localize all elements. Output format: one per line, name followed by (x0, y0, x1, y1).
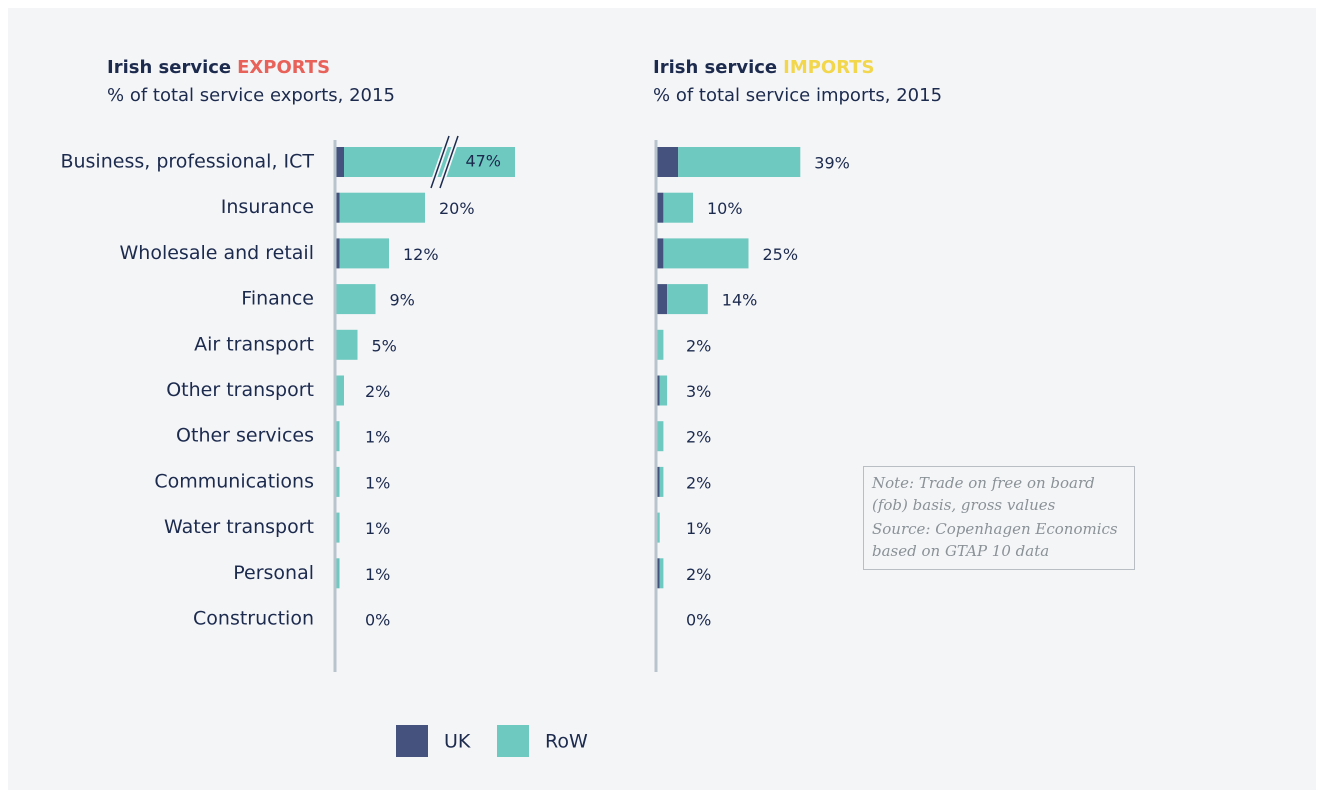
value-label: 2% (686, 473, 711, 492)
bar-segment (656, 238, 664, 269)
category-label: Personal (233, 562, 314, 584)
category-label: Construction (193, 608, 314, 630)
bar-segment (335, 192, 340, 223)
bar-segment (656, 512, 660, 543)
category-label: Other transport (166, 379, 314, 401)
category-label: Air transport (194, 333, 314, 355)
value-label: 2% (365, 382, 390, 401)
note: Note: Trade on free on board (fob) basis… (872, 474, 1095, 514)
bar-segment (656, 466, 660, 497)
value-label: 0% (686, 611, 711, 630)
bar-segment (335, 329, 358, 360)
value-label: 1% (365, 565, 390, 584)
category-label: Finance (241, 288, 314, 310)
bar-segment (335, 375, 344, 406)
bar-segment (335, 558, 340, 589)
bar-segment (335, 512, 340, 543)
title-text: Irish service (653, 57, 777, 78)
value-label: 1% (365, 473, 390, 492)
value-label: 1% (365, 519, 390, 538)
bar-segment (663, 192, 693, 223)
bar-segment (659, 375, 668, 406)
value-label: 3% (686, 382, 711, 401)
value-label: 1% (686, 519, 711, 538)
legend-label: RoW (545, 731, 588, 753)
title-emphasis: EXPORTS (237, 57, 330, 78)
value-label: 10% (707, 199, 743, 218)
bar-segment (678, 147, 801, 177)
axis-break (430, 135, 450, 189)
value-label: 9% (390, 291, 415, 310)
value-label: 14% (722, 291, 758, 310)
value-label: 12% (403, 245, 439, 264)
category-label: Wholesale and retail (120, 242, 315, 264)
legend-label: UK (444, 731, 471, 753)
bar-segment (659, 558, 664, 589)
value-label: 2% (686, 428, 711, 447)
bar-segment (656, 375, 660, 406)
bar-segment (663, 238, 749, 269)
bar-segment (344, 147, 515, 177)
axis-break (439, 135, 459, 189)
bar-segment (335, 421, 340, 452)
bar-segment (339, 192, 425, 223)
chart-subtitle: % of total service imports, 2015 (653, 85, 942, 106)
category-label: Insurance (221, 196, 314, 218)
legend-swatch (497, 725, 529, 757)
bar-segment (656, 329, 664, 360)
source: Source: Copenhagen Economics based on GT… (872, 520, 1118, 560)
value-label: 2% (686, 336, 711, 355)
legend-swatch (396, 725, 428, 757)
bar-segment (667, 284, 708, 315)
category-label: Communications (154, 470, 314, 492)
chart-title: Irish service EXPORTS (107, 57, 330, 78)
value-label: 0% (365, 611, 390, 630)
value-label: 39% (814, 154, 850, 173)
note-box: Note: Trade on free on board (fob) basis… (863, 466, 1135, 570)
bar-segment (656, 284, 668, 315)
value-label: 5% (372, 336, 397, 355)
bar-segment (656, 558, 660, 589)
category-label: Other services (176, 425, 314, 447)
bar-segment (335, 466, 340, 497)
value-label: 47% (465, 152, 501, 171)
value-label: 2% (686, 565, 711, 584)
chart-title: Irish service IMPORTS (653, 57, 875, 78)
bar-segment (656, 147, 679, 177)
bar-segment (335, 147, 344, 177)
bar-segment (659, 466, 664, 497)
title-text: Irish service (107, 57, 231, 78)
category-label: Business, professional, ICT (60, 151, 314, 173)
bar-segment (339, 238, 389, 269)
bar-segment (656, 192, 664, 223)
bar-segment (656, 421, 664, 452)
value-label: 1% (365, 428, 390, 447)
bar-segment (335, 238, 340, 269)
chart-subtitle: % of total service exports, 2015 (107, 85, 395, 106)
title-emphasis: IMPORTS (783, 57, 874, 78)
category-label: Water transport (164, 516, 314, 538)
value-label: 25% (763, 245, 799, 264)
bar-segment (335, 284, 376, 315)
value-label: 20% (439, 199, 475, 218)
